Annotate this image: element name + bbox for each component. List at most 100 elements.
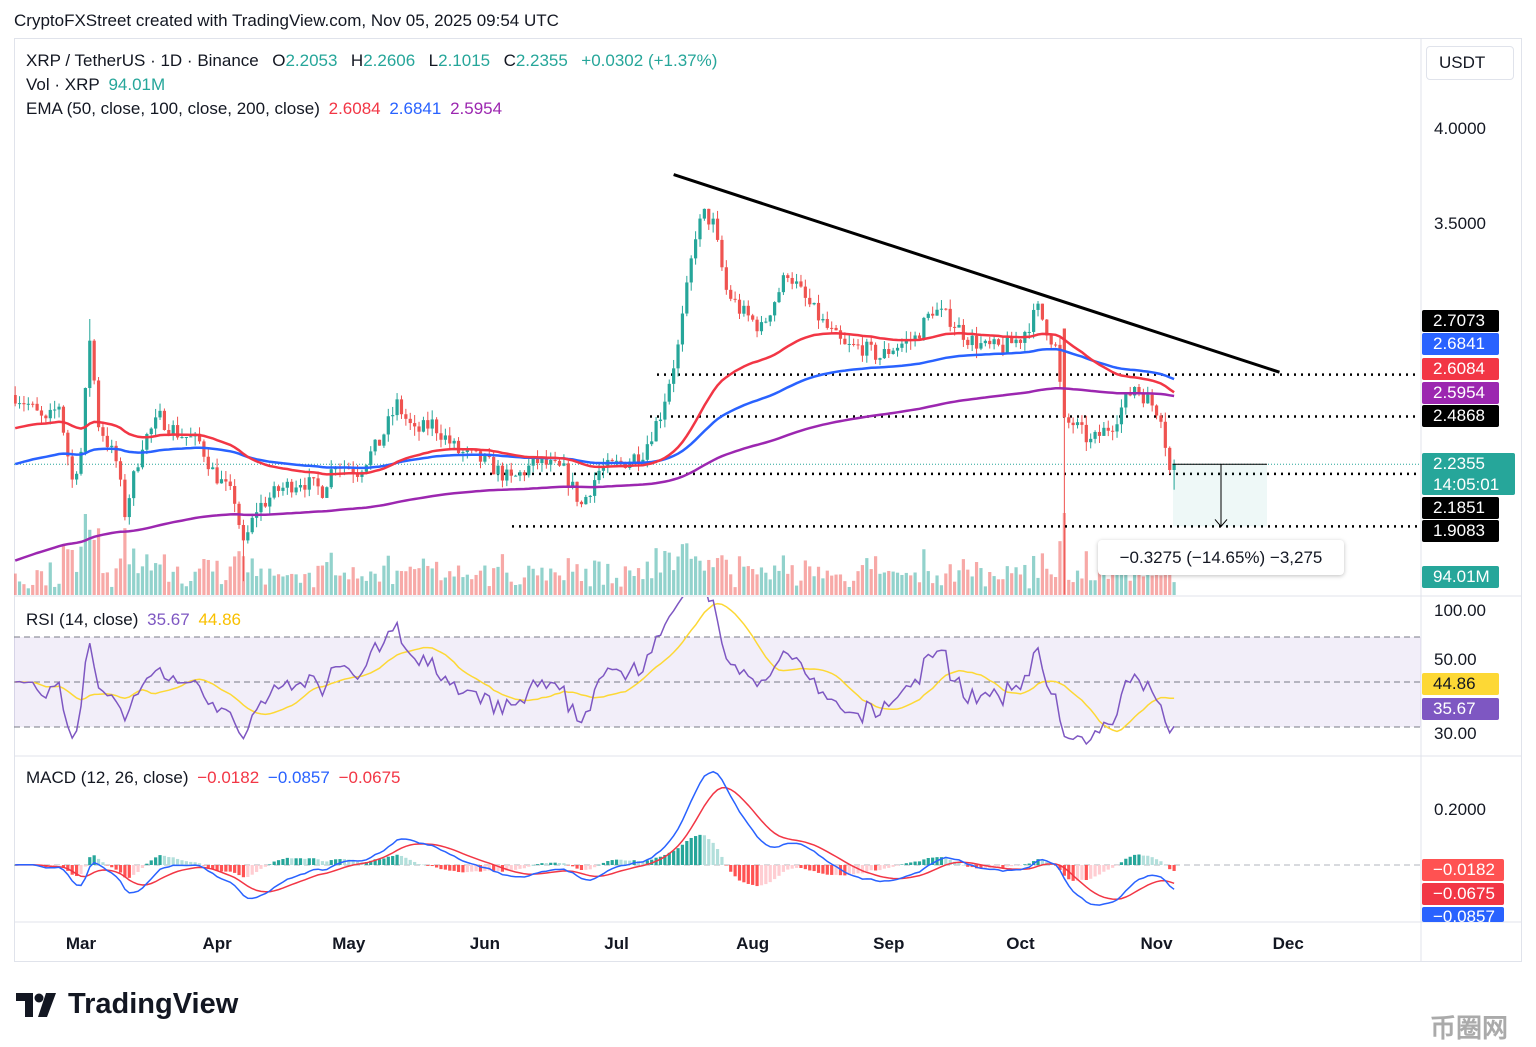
candle — [290, 481, 294, 493]
macd-hist-bar — [711, 842, 715, 865]
macd-hist-bar — [136, 865, 140, 872]
candle — [680, 313, 685, 345]
macd-value: −0.0857 — [267, 768, 330, 787]
macd-hist-bar — [377, 859, 382, 865]
macd-hist-bar — [663, 854, 667, 865]
price-axis-label: 4.0000 — [1434, 119, 1486, 138]
macd-hist-bar — [790, 865, 794, 869]
volume-bar — [1106, 578, 1110, 595]
candle — [540, 457, 544, 464]
volume-bar — [1040, 553, 1045, 595]
volume-bar — [988, 572, 992, 595]
volume-bar — [149, 570, 153, 595]
volume-bar — [461, 577, 465, 595]
macd-hist-bar — [373, 859, 377, 865]
macd-hist-tag: −0.0182 — [1422, 859, 1504, 881]
macd-hist-bar — [386, 856, 390, 865]
macd-hist-bar — [228, 865, 232, 872]
volume-bar — [544, 580, 548, 595]
volume-bar — [132, 548, 136, 595]
volume-bar — [619, 586, 623, 595]
ema-label[interactable]: EMA (50, close, 100, close, 200, close) — [26, 99, 320, 118]
volume-bar — [44, 585, 48, 595]
candle — [777, 292, 781, 303]
volume-bar — [931, 583, 935, 595]
candle — [189, 436, 193, 438]
macd-hist-bar — [312, 858, 316, 865]
candle — [320, 486, 325, 498]
rsi-label[interactable]: RSI (14, close) — [26, 610, 139, 629]
candle — [865, 341, 869, 356]
volume-bar — [1080, 578, 1084, 595]
volume-bar — [808, 566, 812, 595]
macd-hist-bar — [272, 861, 276, 865]
candle — [44, 415, 48, 419]
candle — [852, 343, 856, 345]
candle — [478, 451, 483, 462]
volume-bar — [342, 572, 346, 595]
candle — [1150, 394, 1154, 406]
volume-bar — [1084, 551, 1088, 595]
candle — [399, 399, 404, 415]
volume-bar — [175, 566, 180, 595]
macd-hist-bar — [628, 860, 632, 865]
candle — [702, 208, 706, 219]
macd-hist-bar — [1154, 859, 1159, 865]
candle — [527, 465, 531, 476]
volume-bar — [500, 554, 505, 595]
macd-hist-bar — [812, 865, 816, 872]
candle — [461, 452, 465, 454]
volume-bar — [1111, 571, 1115, 595]
volume-bar — [575, 564, 579, 595]
candle — [1159, 415, 1163, 422]
candle — [1053, 344, 1058, 346]
candle — [355, 473, 360, 477]
macd-hist-bar — [1058, 865, 1062, 871]
macd-label[interactable]: MACD (12, 26, close) — [26, 768, 189, 787]
candle — [140, 449, 145, 468]
macd-hist-bar — [821, 865, 825, 874]
volume-bar — [979, 568, 983, 595]
candle — [92, 340, 96, 381]
candle — [413, 423, 417, 427]
candle — [250, 517, 254, 533]
symbol-name[interactable]: XRP / TetherUS · 1D · Binance — [26, 51, 259, 70]
tradingview-logo[interactable]: TradingView — [16, 988, 238, 1021]
currency-button[interactable]: USDT — [1426, 46, 1514, 80]
macd-hist-bar — [926, 858, 930, 865]
macd-hist-bar — [843, 865, 847, 876]
volume-bar — [641, 579, 645, 595]
candle — [1018, 339, 1023, 343]
volume-label[interactable]: Vol · XRP — [26, 75, 100, 94]
candle — [1102, 427, 1106, 436]
candle — [1089, 438, 1093, 443]
macd-hist-bar — [1172, 865, 1176, 871]
macd-hist-bar — [492, 865, 496, 872]
candle — [439, 433, 443, 440]
candle — [465, 449, 469, 453]
macd-hist-bar — [825, 865, 829, 875]
candle — [285, 481, 289, 488]
candle — [737, 299, 742, 314]
volume-bar — [650, 578, 654, 595]
candle — [1036, 303, 1040, 310]
month-label: Dec — [1272, 934, 1304, 953]
macd-hist-bar — [246, 865, 250, 878]
rsi-line — [15, 597, 1175, 746]
macd-hist-bar — [847, 865, 851, 876]
macd-hist-bar — [764, 865, 768, 885]
volume-bar — [900, 574, 904, 595]
macd-hist-bar — [549, 862, 553, 865]
symbol-legend: XRP / TetherUS · 1D · Binance O2.2053 H2… — [26, 51, 721, 71]
macd-hist-bar — [197, 863, 202, 865]
macd-hist-bar — [184, 861, 188, 865]
macd-signal-tag: −0.0675 — [1422, 883, 1504, 905]
volume-bar — [1133, 563, 1137, 595]
macd-hist-bar — [105, 865, 109, 866]
candle — [724, 267, 728, 290]
volume-bar — [351, 567, 355, 595]
volume-bar — [917, 582, 922, 595]
volume-bar — [303, 574, 307, 595]
candle — [926, 313, 930, 318]
